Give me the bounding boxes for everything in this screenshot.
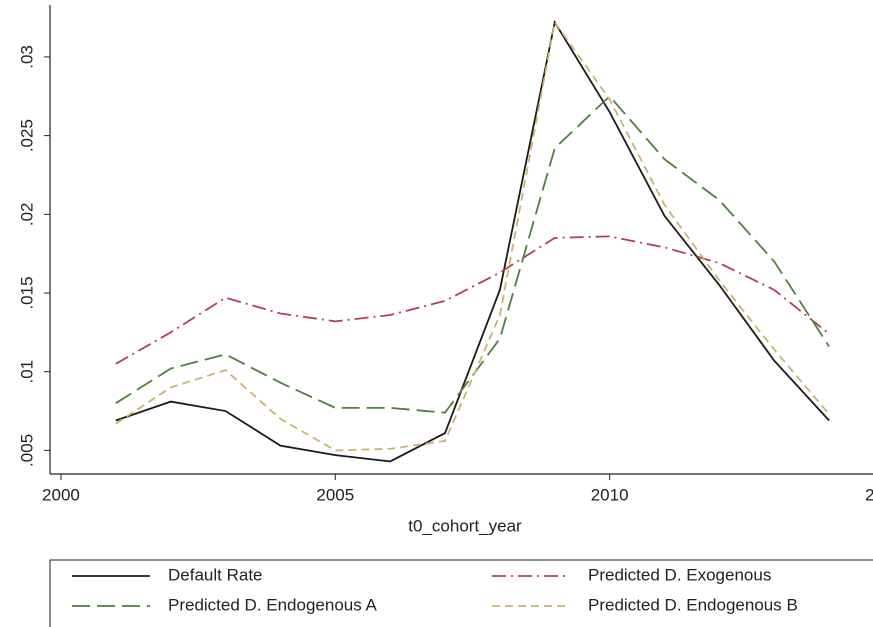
legend-label: Predicted D. Endogenous B (588, 595, 798, 614)
x-tick-label: 2015 (865, 485, 873, 504)
x-tick-label: 2000 (42, 485, 80, 504)
series-line (115, 19, 830, 463)
legend-box (49, 559, 873, 627)
series-line (115, 20, 830, 452)
y-tick-label: .015 (17, 276, 36, 309)
y-tick-label: .005 (17, 434, 36, 467)
legend-label: Predicted D. Exogenous (588, 565, 771, 584)
x-tick-label: 2010 (591, 485, 629, 504)
y-tick-label: .01 (17, 360, 36, 384)
legend-label: Predicted D. Endogenous A (168, 595, 378, 614)
x-tick-label: 2005 (316, 485, 354, 504)
y-tick-label: .03 (17, 45, 36, 69)
y-tick-label: .025 (17, 119, 36, 152)
series-line (115, 94, 830, 414)
y-tick-label: .02 (17, 202, 36, 226)
series-line (115, 235, 830, 365)
x-axis-title: t0_cohort_year (408, 516, 522, 535)
legend-label: Default Rate (168, 565, 263, 584)
